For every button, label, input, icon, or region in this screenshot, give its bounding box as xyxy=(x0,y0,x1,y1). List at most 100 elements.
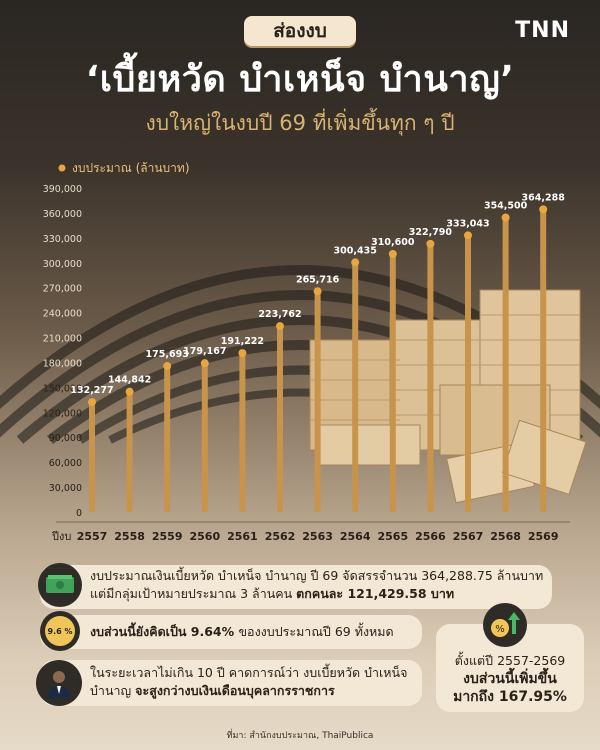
note-projection: ในระยะเวลาไม่เกิน 10 ปี คาดการณ์ว่า งบเบ… xyxy=(40,660,422,706)
y-tick-label: 330,000 xyxy=(43,234,82,245)
data-label: 132,277 xyxy=(70,385,113,396)
note-budget-line2a: แต่มีกลุ่มเป้าหมายประมาณ 3 ล้านคน xyxy=(90,586,297,601)
bar xyxy=(239,353,246,512)
data-label: 191,222 xyxy=(221,336,264,347)
data-label: 179,167 xyxy=(183,346,226,357)
y-tick-label: 30,000 xyxy=(49,483,82,494)
data-label: 265,716 xyxy=(296,274,340,285)
officer-avatar-icon xyxy=(36,660,82,706)
y-tick-label: 390,000 xyxy=(43,184,82,195)
note-projection-line2a: บำนาญ xyxy=(90,683,136,698)
bar xyxy=(427,243,434,512)
x-tick-label: 2564 xyxy=(340,530,371,543)
data-label: 322,790 xyxy=(409,227,453,238)
note-projection-line1: ในระยะเวลาไม่เกิน 10 ปี คาดการณ์ว่า งบเบ… xyxy=(90,665,408,680)
data-label: 310,600 xyxy=(371,237,415,248)
data-label: 333,043 xyxy=(446,218,489,229)
note-budget-share: งบส่วนนี้ยังคิดเป็น 9.64% ของงบประมาณปี … xyxy=(40,615,422,649)
bar-point xyxy=(464,231,472,240)
y-tick-label: 60,000 xyxy=(49,458,82,469)
y-tick-label: 270,000 xyxy=(43,284,82,295)
bar xyxy=(502,217,509,512)
bar-point xyxy=(276,322,284,331)
data-label: 223,762 xyxy=(258,309,301,320)
y-tick-label: 90,000 xyxy=(49,433,82,444)
note-budget-total: งบประมาณเงินเบี้ยหวัด บำเหน็จ บำนาญ ปี 6… xyxy=(40,565,552,609)
note-growth: ตั้งแต่ปี 2557-2569 งบส่วนนี้เพิ่มขึ้น ม… xyxy=(436,624,584,712)
bar xyxy=(465,235,471,513)
bar xyxy=(201,363,208,512)
percent-badge-icon: 9.6 % xyxy=(40,611,80,651)
x-tick-label: 2560 xyxy=(189,530,220,543)
brand-logo: TNN xyxy=(515,18,570,43)
bar-point xyxy=(88,398,96,407)
x-tick-label: 2566 xyxy=(415,530,446,543)
y-tick-label: 180,000 xyxy=(43,358,82,369)
bar-point xyxy=(238,349,247,358)
chart-legend: งบประมาณ (ล้านบาท) xyxy=(58,161,190,175)
bar xyxy=(89,402,95,512)
y-tick-label: 240,000 xyxy=(43,309,82,320)
bar xyxy=(277,326,283,512)
bar-point xyxy=(426,239,435,248)
header-badge: ส่องงบ xyxy=(244,16,356,46)
note-budget-line2b: ตกคนละ 121,429.58 บาท xyxy=(296,586,455,601)
bar xyxy=(164,366,171,512)
bar xyxy=(352,262,359,512)
y-tick-label: 300,000 xyxy=(43,259,82,270)
data-label: 364,288 xyxy=(522,192,566,203)
bar xyxy=(126,391,133,512)
x-tick-label: 2562 xyxy=(265,530,296,543)
bar xyxy=(314,291,321,512)
legend-marker xyxy=(58,164,66,172)
bar-point xyxy=(539,205,548,214)
note-growth-line2: งบส่วนนี้เพิ่มขึ้น xyxy=(463,671,557,687)
bar-point xyxy=(163,362,172,371)
y-tick-label: 360,000 xyxy=(43,209,82,220)
page-title: ‘เบี้ยหวัด บำเหน็จ บำนาญ’ xyxy=(85,59,515,100)
y-tick-label: 150,000 xyxy=(43,383,82,394)
y-tick-label: 120,000 xyxy=(43,408,82,419)
money-stack-illustration xyxy=(309,289,587,504)
bar-point xyxy=(313,287,322,296)
bar xyxy=(389,253,396,512)
percent-badge-label: 9.6 % xyxy=(47,626,73,636)
legend-label: งบประมาณ (ล้านบาท) xyxy=(72,161,190,175)
y-tick-label: 0 xyxy=(76,508,82,519)
x-tick-label: 2558 xyxy=(114,530,145,543)
data-label: 354,500 xyxy=(484,200,528,211)
data-label: 175,693 xyxy=(146,349,189,360)
x-axis: ปีงบ 2557 2558 2559 2560 2561 2562 2563 2564 256… xyxy=(51,521,570,543)
x-tick-label: 2559 xyxy=(152,530,183,543)
x-tick-label: 2557 xyxy=(77,530,108,543)
budget-bar-chart: งบประมาณ (ล้านบาท) 0 30,000 60,000 90,000 12… xyxy=(43,161,570,543)
bar-point xyxy=(200,359,209,368)
note-budget-line1: งบประมาณเงินเบี้ยหวัด บำเหน็จ บำนาญ ปี 6… xyxy=(90,568,544,583)
x-tick-label: 2567 xyxy=(453,530,484,543)
y-tick-label: 210,000 xyxy=(43,334,82,345)
x-tick-label: 2565 xyxy=(377,530,408,543)
bar-point xyxy=(501,213,510,222)
data-label: 300,435 xyxy=(334,245,377,256)
note-growth-line3: มากถึง 167.95% xyxy=(453,689,567,705)
x-tick-label: 2561 xyxy=(227,530,258,543)
growth-coin-icon: % xyxy=(483,603,527,647)
money-stack-icon xyxy=(38,563,82,607)
bar-point xyxy=(125,387,134,396)
note-growth-line1: ตั้งแต่ปี 2557-2569 xyxy=(454,653,566,668)
data-label: 144,842 xyxy=(108,375,151,386)
bar-point xyxy=(351,258,360,267)
bar xyxy=(540,209,547,513)
note-share-a: งบส่วนนี้ยังคิดเป็น 9.64% xyxy=(90,624,239,639)
y-axis: 0 30,000 60,000 90,000 120,000 150,000 180,000… xyxy=(43,184,82,519)
svg-text:%: % xyxy=(495,624,505,635)
x-axis-label: ปีงบ xyxy=(51,530,71,543)
x-tick-label: 2569 xyxy=(528,530,559,543)
note-share-b: ของงบประมาณปี 69 ทั้งหมด xyxy=(238,624,394,639)
x-tick-label: 2563 xyxy=(302,530,333,543)
source-note: ที่มา: สำนักงบประมาณ, ThaiPublica xyxy=(226,731,374,741)
note-projection-line2b: จะสูงกว่างบเงินเดือนบุคลากรราชการ xyxy=(135,683,335,698)
bar-point xyxy=(388,249,397,258)
page-subtitle: งบใหญ่ในงบปี 69 ที่เพิ่มขึ้นทุก ๆ ปี xyxy=(145,111,455,135)
